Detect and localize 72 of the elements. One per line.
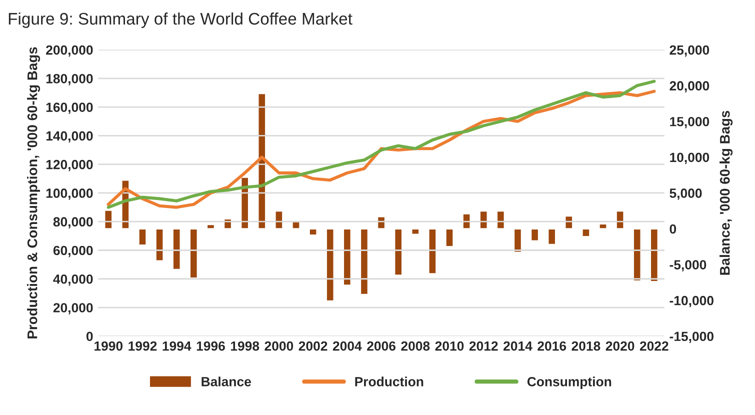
- y-axis-title: Production & Consumption, '000 60-kg Bags: [27, 47, 40, 338]
- x-tick-label: 2022: [640, 341, 668, 351]
- y2-tick-label: -5,000: [670, 260, 706, 272]
- x-tick-label: 2012: [469, 341, 498, 351]
- x-tick-label: 2020: [606, 341, 634, 351]
- y-tick-label: 160,000: [46, 102, 93, 114]
- bar: [155, 228, 164, 262]
- x-tick-label: 2010: [435, 341, 464, 351]
- y2-tick-label: -15,000: [670, 332, 714, 343]
- bar: [513, 228, 522, 254]
- x-tick-label: 2018: [572, 341, 600, 351]
- y-tick-label: 140,000: [46, 131, 93, 143]
- legend-label: Consumption: [527, 376, 612, 389]
- bar: [206, 224, 216, 230]
- bar: [189, 228, 198, 279]
- bar: [223, 218, 232, 230]
- y2-tick-label: 20,000: [670, 81, 710, 92]
- legend-label: Production: [355, 376, 424, 386]
- bar: [616, 210, 625, 230]
- x-tick-label: 2006: [367, 341, 396, 351]
- y2-tick-label: -10,000: [670, 296, 714, 308]
- y-tick-label: 20,000: [53, 303, 93, 314]
- y-tick-label: 80,000: [53, 217, 93, 228]
- legend-label: Balance: [202, 376, 251, 386]
- bar: [360, 228, 369, 296]
- x-tick-label: 2004: [332, 341, 362, 351]
- bar: [274, 210, 284, 230]
- bar: [496, 210, 506, 230]
- bar: [410, 228, 420, 236]
- x-tick-label: 1990: [94, 341, 123, 351]
- y2-tick-label: 15,000: [670, 116, 710, 128]
- bar: [444, 228, 454, 248]
- bar: [376, 216, 386, 230]
- bar: [326, 228, 335, 302]
- x-tick-label: 1994: [162, 341, 192, 351]
- bar: [581, 228, 590, 238]
- bar: [172, 228, 182, 270]
- x-tick-label: 1992: [128, 341, 157, 351]
- bar: [138, 228, 148, 246]
- bar: [308, 228, 318, 236]
- bar: [428, 228, 437, 275]
- bar: [104, 209, 113, 230]
- x-tick-label: 2002: [298, 341, 328, 351]
- bar: [479, 210, 488, 230]
- x-tick-label: 2016: [538, 341, 566, 351]
- bar: [650, 228, 659, 282]
- x-tick-label: 1996: [196, 341, 225, 351]
- chart-title: Figure 9: Summary of the World Coffee Market: [8, 12, 352, 28]
- x-tick-label: 2008: [401, 341, 430, 351]
- y-tick-label: 180,000: [46, 74, 93, 86]
- x-tick-label: 2000: [264, 341, 294, 351]
- bar: [598, 223, 608, 230]
- y2-tick-label: 10,000: [670, 152, 710, 164]
- bar: [547, 228, 556, 246]
- x-tick-label: 1998: [230, 341, 260, 351]
- y2-tick-label: 25,000: [670, 45, 710, 57]
- y-tick-label: 200,000: [46, 45, 93, 57]
- x-tick-label: 2014: [504, 341, 532, 351]
- y2-axis-title: Balance, '000 60-kg Bags: [720, 110, 733, 275]
- bar: [564, 215, 574, 230]
- bar: [632, 228, 642, 282]
- y2-tick-label: 5,000: [670, 188, 702, 200]
- bar: [530, 228, 540, 242]
- y-tick-label: 0: [86, 332, 93, 342]
- bar: [342, 228, 352, 286]
- y2-tick-label: 0: [670, 224, 676, 234]
- bar: [462, 213, 472, 230]
- y-tick-label: 40,000: [53, 274, 93, 286]
- y-tick-label: 120,000: [46, 160, 93, 172]
- y-tick-label: 100,000: [46, 188, 93, 200]
- bar: [394, 228, 403, 276]
- y-tick-label: 60,000: [53, 246, 93, 258]
